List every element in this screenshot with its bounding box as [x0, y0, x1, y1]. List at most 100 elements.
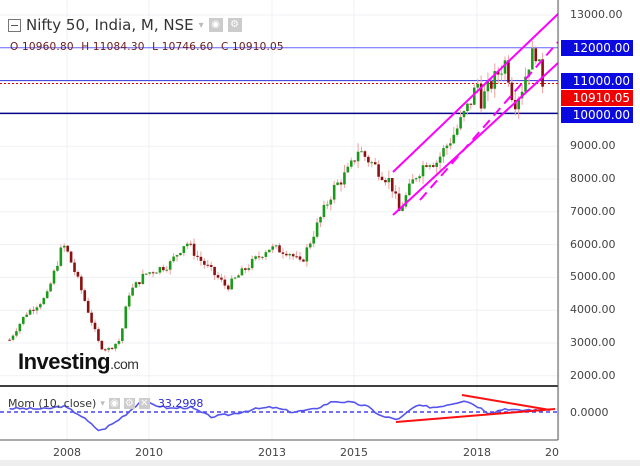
candle: [534, 48, 538, 62]
candle: [524, 76, 527, 92]
candle: [158, 267, 162, 273]
gear-icon[interactable]: ⚙: [123, 398, 135, 409]
indicator-value: 33.2998: [157, 397, 204, 410]
candle: [319, 216, 322, 223]
collapse-icon[interactable]: [8, 18, 21, 32]
candle: [408, 183, 411, 196]
candle: [387, 178, 391, 183]
candle: [39, 304, 42, 308]
candle: [414, 178, 418, 180]
candle: [250, 258, 254, 269]
candle: [298, 256, 302, 260]
channel-lower: [392, 62, 559, 216]
candles: [8, 40, 544, 353]
eye-icon[interactable]: ◉: [108, 398, 120, 409]
candle: [114, 343, 117, 349]
candle: [305, 247, 309, 262]
symbol-title: Nifty 50, India, M, NSE: [26, 16, 194, 34]
indicator-label: Mom (10, close): [8, 397, 97, 410]
candle: [356, 151, 360, 162]
caret-down-icon[interactable]: ▾: [100, 398, 105, 409]
candle: [220, 277, 223, 280]
price-tag: 12000.00: [561, 39, 633, 56]
candle: [445, 145, 449, 149]
candle: [254, 256, 257, 259]
price-tag: 11000.00: [561, 72, 633, 89]
candle: [315, 222, 319, 237]
candle: [18, 323, 22, 332]
candle: [192, 243, 196, 256]
investing-logo: Investing.com: [18, 349, 139, 374]
candle: [110, 347, 114, 349]
candle: [21, 316, 25, 324]
candle: [257, 256, 261, 258]
candle: [404, 195, 408, 207]
candle: [455, 128, 459, 135]
candle: [291, 254, 295, 257]
candle: [100, 340, 104, 350]
candle: [28, 309, 32, 315]
candle: [479, 83, 483, 109]
candle: [452, 134, 456, 144]
candle: [295, 256, 298, 258]
price-tick-label: 7000.00: [570, 204, 616, 218]
candle: [394, 191, 397, 194]
candle: [428, 165, 432, 167]
price-tick-label: 13000.00: [570, 8, 623, 21]
candle: [203, 260, 206, 265]
close-icon[interactable]: ✕: [138, 398, 150, 409]
price-tag: 10000.00: [561, 106, 633, 123]
candle: [343, 172, 346, 185]
candle: [438, 156, 442, 163]
candle: [278, 245, 281, 253]
candle: [302, 259, 305, 262]
candle: [244, 268, 247, 270]
candle: [397, 193, 401, 211]
high-value: H 11084.30: [81, 41, 145, 53]
candle: [237, 275, 240, 278]
candle: [442, 148, 445, 157]
x-tick-label: 2013: [258, 446, 286, 459]
caret-down-icon[interactable]: ▾: [198, 19, 204, 31]
candle: [62, 245, 66, 248]
candle: [380, 176, 384, 181]
candle: [322, 204, 326, 217]
candle: [131, 287, 134, 296]
candle: [462, 111, 466, 118]
gear-icon[interactable]: ⚙: [227, 18, 242, 32]
candle: [148, 272, 151, 274]
candle: [329, 199, 333, 205]
price-tick-label: 8000.00: [570, 172, 616, 185]
candle: [373, 162, 377, 165]
candle: [537, 59, 541, 62]
momentum-trendlines[interactable]: [395, 394, 556, 423]
candle: [336, 182, 339, 185]
candle: [209, 265, 213, 267]
candle: [247, 268, 251, 270]
candle: [49, 283, 52, 292]
low-value: L 10746.60: [152, 41, 214, 53]
channel-lines[interactable]: [392, 13, 559, 216]
candle: [360, 151, 363, 153]
candle: [312, 236, 315, 244]
candle: [32, 309, 35, 311]
candle: [86, 300, 90, 313]
candle: [69, 251, 73, 263]
candle: [261, 256, 264, 258]
channel-mid: [419, 41, 559, 201]
candle: [507, 60, 510, 83]
candle: [233, 277, 237, 279]
candle: [346, 166, 350, 173]
candle: [370, 162, 374, 164]
candle: [138, 282, 141, 285]
eye-icon[interactable]: ◉: [208, 18, 223, 32]
candle: [483, 91, 486, 109]
candle: [127, 295, 131, 307]
momentum-line: [9, 400, 543, 432]
ohlc-values: O 10960.80 H 11084.30 L 10746.60 C 10910…: [10, 41, 288, 53]
x-tick-label: 2008: [53, 446, 81, 459]
candle: [199, 256, 203, 261]
candle: [384, 180, 387, 183]
candle: [363, 151, 367, 157]
